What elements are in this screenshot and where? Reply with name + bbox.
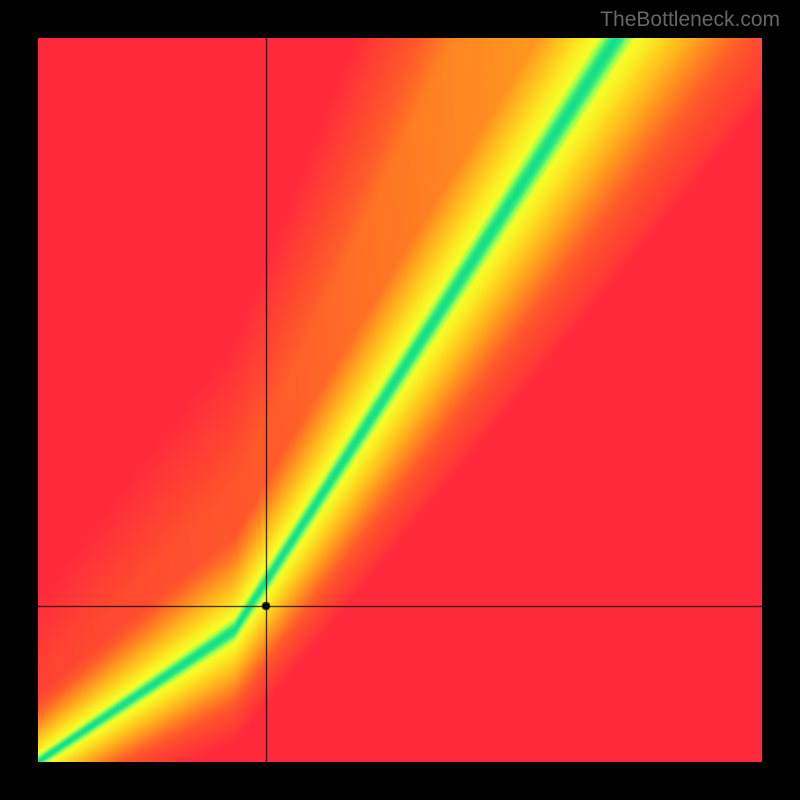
chart-container: TheBottleneck.com xyxy=(0,0,800,800)
plot-frame xyxy=(38,38,762,762)
heatmap-canvas xyxy=(38,38,762,762)
watermark-text: TheBottleneck.com xyxy=(600,8,780,32)
